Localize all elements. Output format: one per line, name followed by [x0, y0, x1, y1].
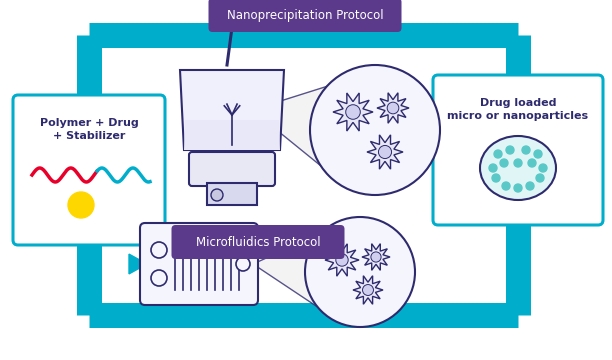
Circle shape: [336, 254, 348, 266]
FancyBboxPatch shape: [13, 95, 165, 245]
Polygon shape: [253, 231, 327, 313]
Circle shape: [305, 217, 415, 327]
Circle shape: [371, 252, 381, 262]
Circle shape: [534, 150, 542, 158]
Text: Polymer + Drug
+ Stabilizer: Polymer + Drug + Stabilizer: [40, 118, 138, 141]
Text: Microfluidics Protocol: Microfluidics Protocol: [196, 235, 320, 248]
Circle shape: [522, 146, 530, 154]
Text: Nanoprecipitation Protocol: Nanoprecipitation Protocol: [226, 9, 383, 22]
FancyBboxPatch shape: [140, 223, 258, 305]
FancyBboxPatch shape: [209, 0, 401, 32]
Circle shape: [502, 182, 510, 190]
FancyBboxPatch shape: [207, 183, 257, 205]
Polygon shape: [325, 244, 359, 276]
Polygon shape: [252, 85, 333, 176]
Polygon shape: [195, 304, 215, 326]
FancyBboxPatch shape: [171, 225, 345, 259]
Circle shape: [362, 284, 373, 296]
Polygon shape: [290, 24, 310, 46]
FancyBboxPatch shape: [433, 75, 603, 225]
Circle shape: [528, 159, 536, 167]
Polygon shape: [507, 220, 529, 240]
Circle shape: [310, 65, 440, 195]
Circle shape: [514, 184, 522, 192]
Circle shape: [494, 150, 502, 158]
Polygon shape: [184, 120, 280, 150]
Polygon shape: [180, 70, 284, 150]
Circle shape: [211, 189, 223, 201]
Circle shape: [506, 146, 514, 154]
Circle shape: [536, 174, 544, 182]
Polygon shape: [353, 276, 383, 304]
Circle shape: [492, 174, 500, 182]
Circle shape: [346, 105, 360, 119]
Circle shape: [151, 242, 167, 258]
FancyBboxPatch shape: [189, 152, 275, 186]
Circle shape: [151, 270, 167, 286]
Ellipse shape: [480, 136, 556, 200]
Polygon shape: [507, 60, 529, 80]
Polygon shape: [377, 93, 409, 123]
Circle shape: [539, 164, 547, 172]
Circle shape: [489, 164, 497, 172]
Circle shape: [500, 159, 508, 167]
Polygon shape: [333, 93, 373, 131]
Circle shape: [526, 182, 534, 190]
Circle shape: [236, 257, 250, 271]
Polygon shape: [367, 135, 403, 169]
Text: Drug loaded
micro or nanoparticles: Drug loaded micro or nanoparticles: [447, 98, 589, 121]
Polygon shape: [129, 254, 147, 274]
Circle shape: [387, 102, 399, 114]
Circle shape: [68, 192, 94, 218]
Circle shape: [514, 159, 522, 167]
Circle shape: [378, 145, 392, 158]
Polygon shape: [362, 244, 390, 270]
